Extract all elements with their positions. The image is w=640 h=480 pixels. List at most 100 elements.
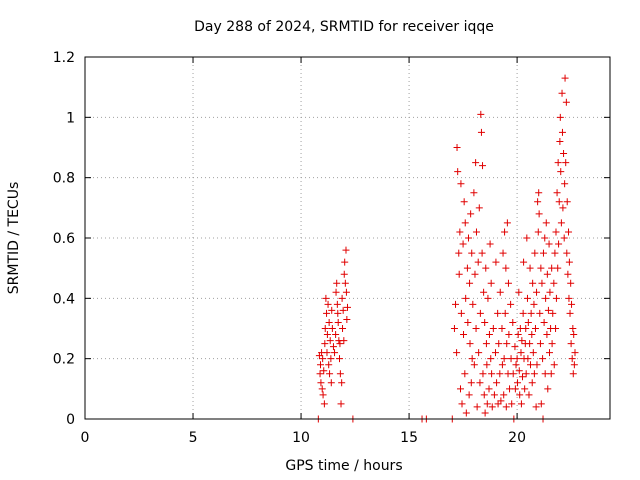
data-point [546, 349, 554, 357]
data-point [343, 315, 351, 323]
data-point [466, 340, 474, 348]
data-point [466, 279, 474, 287]
x-tick-label: 15 [400, 430, 418, 446]
data-point [541, 370, 549, 378]
data-point [496, 370, 504, 378]
data-point [321, 325, 329, 332]
data-point [473, 403, 481, 411]
y-axis-label: SRMTID / TECUs [6, 182, 22, 295]
data-point [547, 370, 555, 378]
y-tick-label: 0.2 [53, 352, 75, 368]
data-point [486, 240, 494, 248]
data-point [475, 204, 483, 212]
x-tick-label: 20 [508, 430, 526, 446]
data-point [501, 309, 509, 317]
data-point [561, 74, 569, 82]
data-point [509, 370, 517, 378]
data-point [329, 343, 337, 351]
data-point [548, 264, 556, 272]
data-point [530, 370, 538, 378]
data-point [500, 391, 508, 399]
data-point [480, 391, 488, 399]
data-point [337, 400, 345, 408]
data-point [328, 306, 336, 314]
data-point [475, 349, 483, 357]
data-point [458, 400, 466, 408]
data-point [545, 240, 553, 248]
data-point [487, 355, 495, 363]
data-point [562, 98, 570, 106]
data-point [453, 349, 461, 357]
data-point [494, 309, 502, 317]
data-point [319, 391, 327, 399]
data-point [336, 370, 344, 378]
data-point [488, 403, 496, 411]
data-point [498, 325, 506, 332]
data-point [503, 340, 511, 348]
data-point [463, 264, 471, 272]
data-point [464, 234, 472, 242]
data-point [478, 249, 486, 257]
data-point [565, 294, 573, 302]
data-point [544, 306, 552, 314]
data-point [490, 391, 498, 399]
data-point [469, 300, 477, 308]
data-point [515, 367, 523, 375]
axis-ticks: 0 5 10 15 20 0 0.2 0.4 0.6 0.8 1 1.2 [53, 50, 610, 446]
data-point [552, 325, 560, 332]
data-point [522, 370, 530, 378]
data-point [459, 240, 467, 248]
data-point [505, 331, 513, 339]
data-point [333, 279, 341, 287]
data-point [488, 370, 496, 378]
data-point [569, 325, 577, 332]
data-point [460, 198, 468, 206]
data-point [482, 264, 490, 272]
data-point [531, 325, 539, 332]
data-point [497, 397, 505, 405]
data-point [331, 349, 339, 357]
data-point [526, 340, 534, 348]
data-point [516, 391, 524, 399]
data-point [530, 300, 538, 308]
data-point [569, 370, 577, 378]
data-point [565, 228, 573, 236]
y-tick-label: 0.4 [53, 291, 75, 307]
x-tick-label: 5 [189, 430, 198, 446]
data-point [532, 403, 540, 411]
data-point [556, 137, 564, 145]
data-point [536, 340, 544, 348]
data-point [467, 210, 475, 218]
data-point [321, 340, 329, 348]
data-point [482, 340, 490, 348]
data-point [479, 162, 487, 170]
data-point [538, 279, 546, 287]
data-point [465, 391, 473, 399]
data-point [484, 294, 492, 302]
data-point [336, 340, 344, 348]
data-point [507, 300, 515, 308]
data-point [523, 234, 531, 242]
data-point [501, 228, 509, 236]
data-point [539, 249, 547, 257]
data-point [531, 249, 539, 257]
data-point [336, 355, 344, 363]
data-point [570, 331, 578, 339]
data-point [338, 379, 346, 387]
data-point [554, 264, 562, 272]
data-point [527, 309, 535, 317]
data-point [558, 128, 566, 136]
data-point [485, 331, 493, 339]
data-point [551, 249, 559, 257]
data-point [470, 189, 478, 197]
data-point [503, 219, 511, 227]
data-point [563, 198, 571, 206]
data-point [334, 318, 342, 326]
data-point [517, 349, 525, 357]
data-point [340, 337, 348, 345]
x-tick-label: 10 [292, 430, 310, 446]
data-point [323, 331, 331, 339]
data-point [529, 349, 537, 357]
data-point [512, 361, 520, 369]
